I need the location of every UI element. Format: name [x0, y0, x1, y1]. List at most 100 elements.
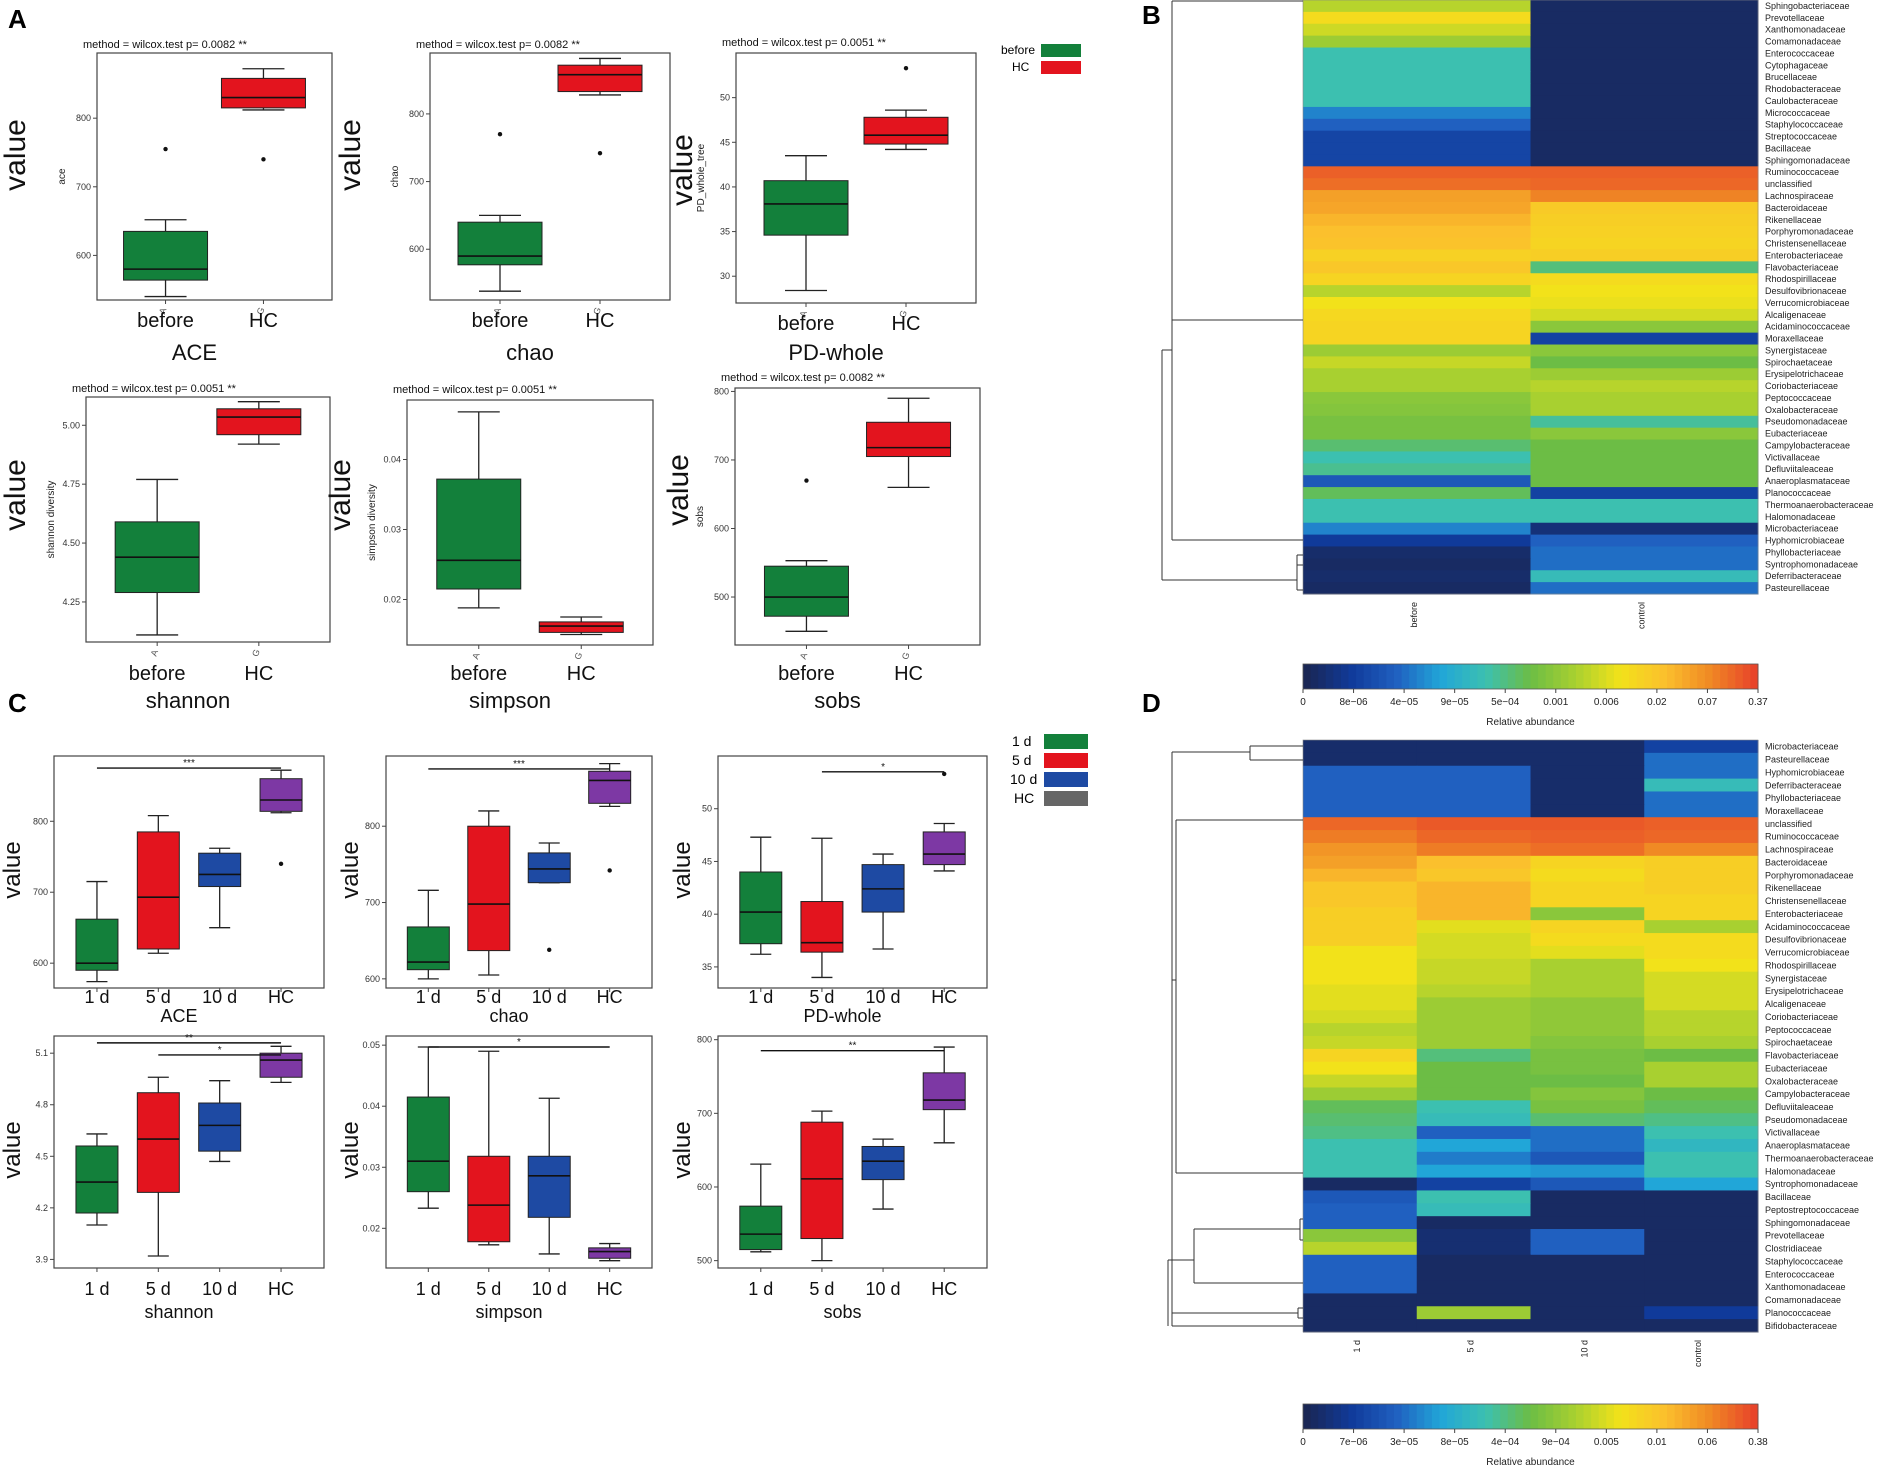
heatmap-cell: [1303, 190, 1531, 203]
chart-title: method = wilcox.test p= 0.0051 **: [72, 383, 237, 395]
heatmap-cell: [1416, 1023, 1531, 1037]
chart-title: method = wilcox.test p= 0.0082 **: [416, 39, 581, 51]
heatmap-cell: [1416, 1036, 1531, 1050]
outlier-point: [163, 146, 168, 152]
row-label: Acidaminococcaceae: [1765, 322, 1850, 332]
heatmap-cell: [1416, 971, 1531, 986]
outlier-point: [278, 861, 284, 867]
box-1d: [739, 1163, 783, 1253]
heatmap-cell: [1530, 791, 1645, 805]
row-label: Enterococcaceae: [1765, 1269, 1835, 1279]
row-label: Verrucomicrobiaceae: [1765, 948, 1850, 958]
y-tick-label: 0.05: [362, 1040, 380, 1050]
heatmap-cell: [1644, 1306, 1759, 1320]
heatmap-cell: [1303, 868, 1418, 883]
colorbar-segment: [1469, 664, 1478, 689]
heatmap-cell: [1530, 439, 1759, 452]
heatmap-cell: [1530, 368, 1759, 381]
heatmap-cell: [1416, 1216, 1531, 1230]
heatmap-cell: [1303, 380, 1531, 393]
colorbar-segment: [1621, 664, 1630, 689]
row-label: Acidaminococcaceae: [1765, 922, 1850, 932]
row-label: Syntrophomonadaceae: [1765, 1179, 1858, 1189]
colorbar: 0 7e−06 3e−05 8e−05 4e−04 9e−04 0.005 0.01 0.06 0…: [1300, 1403, 1768, 1468]
colorbar-segment: [1598, 664, 1607, 689]
box-body: [538, 621, 624, 633]
x-tick-letter: G: [897, 309, 909, 319]
row-label: Hyphomicrobiaceae: [1765, 767, 1845, 777]
heatmap-cell: [1530, 1229, 1645, 1243]
y-tick-label: 500: [714, 592, 729, 602]
heatmap-cell: [1530, 1048, 1645, 1063]
y-tick-label: 3.9: [35, 1254, 48, 1264]
y-tick-label: 0.04: [383, 455, 401, 465]
heatmap-cell: [1303, 273, 1531, 286]
row-label: Verrucomicrobiaceae: [1765, 298, 1850, 308]
colorbar-segment: [1720, 1404, 1729, 1429]
box-hc: [216, 401, 302, 445]
row-label: Planococcaceae: [1765, 1308, 1831, 1318]
row-label: Moraxellaceae: [1765, 334, 1824, 344]
heatmap-cell: [1303, 154, 1531, 167]
colorbar-tick-label: 0.005: [1594, 1437, 1619, 1448]
heatmap-cell: [1416, 868, 1531, 883]
colorbar-segment: [1704, 664, 1713, 689]
boxplot-c6: 500 600 700 800 value 1 d 5 d 10 d HC ** sobs: [669, 1035, 988, 1322]
y-tick-label: 600: [697, 1182, 712, 1192]
metric-label: simpson: [469, 688, 551, 713]
colorbar-segment: [1356, 1404, 1365, 1429]
row-label: Rhodobacteraceae: [1765, 84, 1841, 94]
y-tick-label: 700: [409, 177, 424, 187]
outlier-point: [547, 947, 552, 953]
row-label: Planococcaceae: [1765, 488, 1831, 498]
heatmap-cell: [1303, 1216, 1418, 1230]
heatmap-cell: [1644, 984, 1759, 998]
plot-frame: [717, 755, 988, 989]
row-label: Comamonadaceae: [1765, 37, 1841, 47]
box-before: [457, 132, 543, 292]
colorbar-segment: [1485, 1404, 1494, 1429]
row-label: Staphylococcaceae: [1765, 120, 1843, 130]
boxplot-c1: 600 700 800 value 1 d 5 d 10 d HC *** ACE: [0, 755, 325, 1026]
colorbar-tick-label: 3e−05: [1390, 1437, 1419, 1448]
colorbar-segment: [1613, 1404, 1622, 1429]
box-1d: [406, 889, 450, 980]
heatmap-cell: [1303, 1190, 1418, 1204]
heatmap-cell: [1303, 804, 1418, 818]
heatmap-cell: [1303, 1100, 1418, 1114]
row-label: Desulfovibrionaceae: [1765, 286, 1847, 296]
colorbar-segment: [1340, 1404, 1349, 1429]
heatmap-cell: [1644, 855, 1759, 870]
box-body: [216, 408, 302, 436]
x-tick-letter: G: [250, 648, 262, 658]
y-tick-label: 800: [76, 113, 91, 123]
heatmap-cell: [1530, 522, 1759, 536]
colorbar-tick-label: 8e−06: [1340, 697, 1369, 708]
heatmap-cell: [1530, 510, 1759, 524]
heatmap-cell: [1303, 1113, 1418, 1127]
heatmap-cell: [1416, 933, 1531, 947]
y-axis-label: ace: [57, 168, 68, 185]
plot-frame: [385, 1035, 653, 1269]
colorbar-frame: [1302, 1403, 1759, 1430]
heatmap-cell: [1303, 178, 1531, 191]
colorbar-segment: [1447, 664, 1456, 689]
heatmap-cell: [1644, 791, 1759, 805]
heatmap-cell: [1303, 285, 1531, 298]
box-body: [863, 116, 949, 145]
heatmap-cell: [1530, 804, 1645, 818]
chart-title: method = wilcox.test p= 0.0082 **: [83, 39, 248, 51]
row-label: Alcaligenaceae: [1765, 310, 1826, 320]
heatmap-cell: [1416, 1100, 1531, 1114]
significance-label: *: [881, 762, 885, 773]
colorbar-segment: [1371, 664, 1380, 689]
heatmap-cell: [1303, 83, 1531, 96]
colorbar-segment: [1462, 664, 1471, 689]
heatmap-cell: [1530, 201, 1759, 215]
category-label: 10 d: [866, 1279, 901, 1299]
colorbar-segment: [1682, 664, 1691, 689]
colorbar-tick-label: 9e−05: [1441, 697, 1470, 708]
heatmap-cell: [1416, 920, 1531, 934]
row-label: Synergistaceae: [1765, 345, 1827, 355]
